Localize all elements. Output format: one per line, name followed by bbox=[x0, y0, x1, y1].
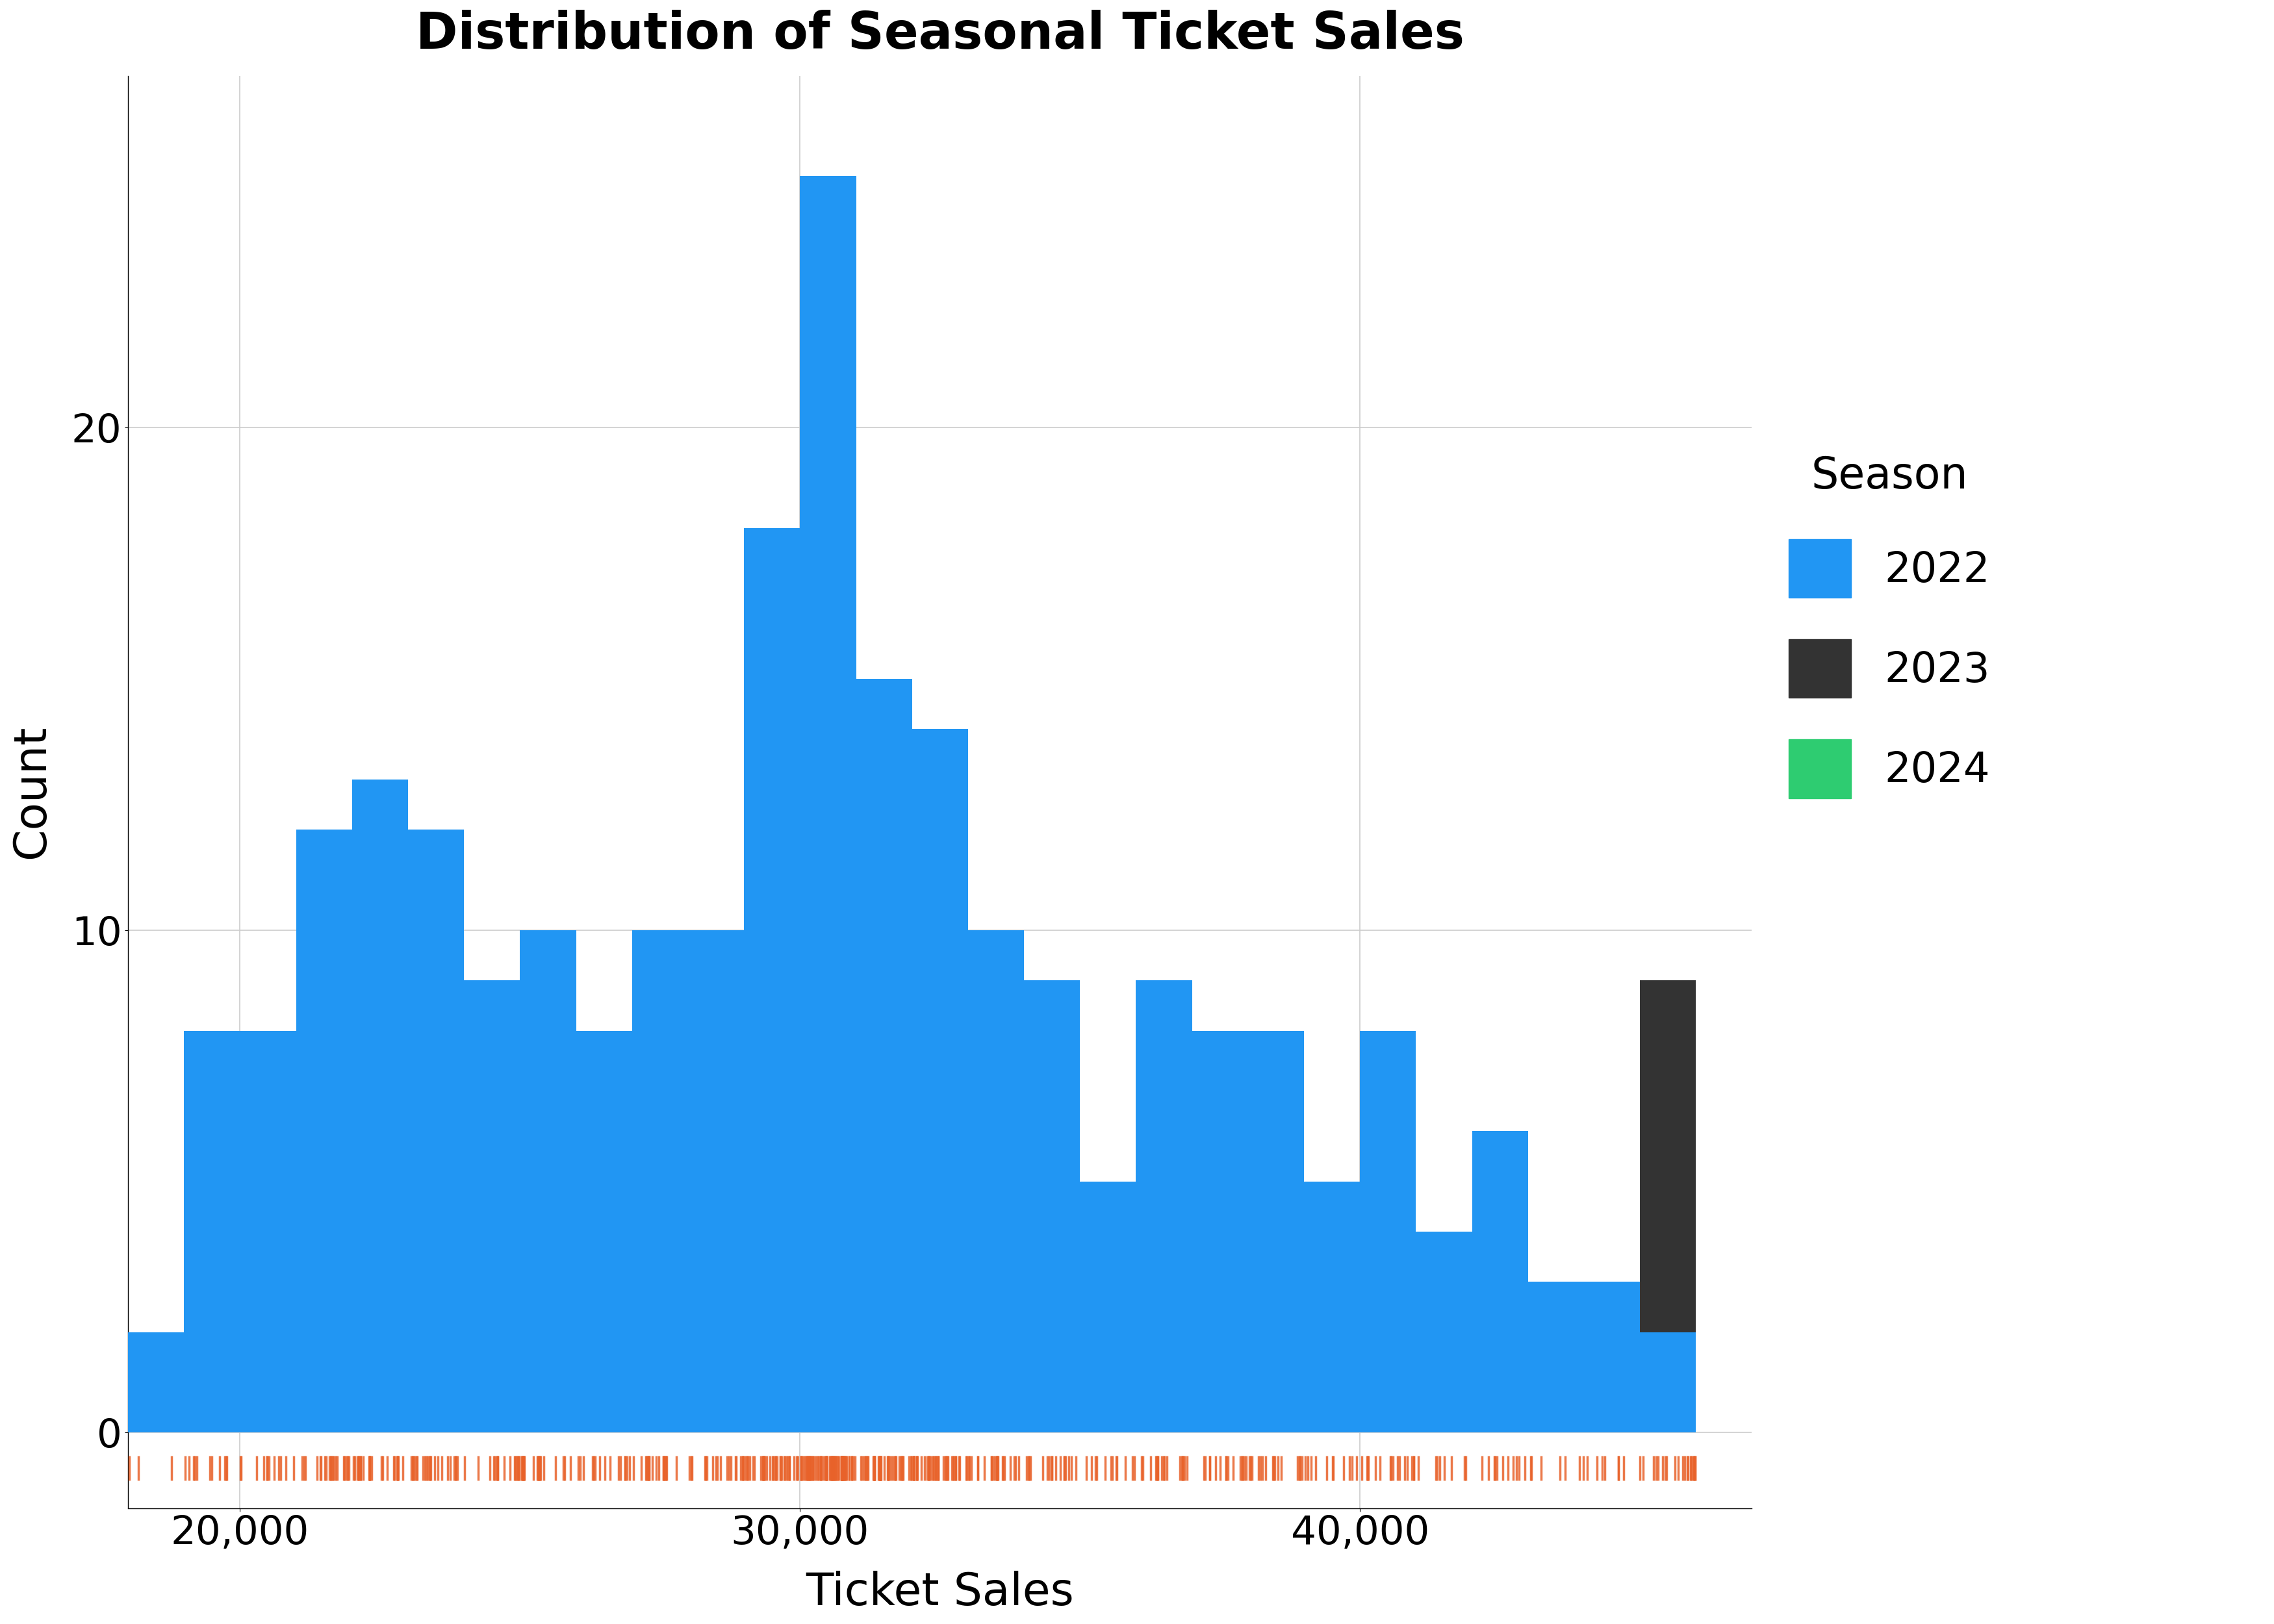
Bar bbox=[689, 1132, 744, 1432]
Bar bbox=[969, 1281, 1023, 1432]
Bar bbox=[241, 1031, 296, 1432]
Bar bbox=[575, 1332, 632, 1432]
Bar bbox=[1360, 1031, 1417, 1432]
Bar bbox=[912, 1031, 969, 1432]
Bar bbox=[1640, 981, 1696, 1432]
Bar bbox=[184, 1281, 241, 1432]
Bar bbox=[464, 981, 521, 1432]
Bar bbox=[1248, 1181, 1303, 1432]
Bar bbox=[352, 1031, 407, 1432]
Bar bbox=[800, 780, 855, 1432]
Bar bbox=[1471, 1332, 1528, 1432]
Bar bbox=[296, 830, 352, 1432]
Bar bbox=[1360, 1181, 1417, 1432]
Bar bbox=[1360, 1281, 1417, 1432]
Bar bbox=[1640, 981, 1696, 1432]
Bar bbox=[855, 880, 912, 1432]
Bar bbox=[1303, 1281, 1360, 1432]
Bar bbox=[1248, 1031, 1303, 1432]
Bar bbox=[800, 276, 855, 1432]
Bar bbox=[1080, 1231, 1137, 1432]
Bar bbox=[1528, 1332, 1585, 1432]
Bar bbox=[1248, 1281, 1303, 1432]
Bar bbox=[1137, 1281, 1192, 1432]
Bar bbox=[352, 1332, 407, 1432]
Bar bbox=[1080, 1281, 1137, 1432]
Bar bbox=[521, 931, 575, 1432]
Bar bbox=[407, 1332, 464, 1432]
Bar bbox=[296, 1031, 352, 1432]
Bar bbox=[1137, 1181, 1192, 1432]
Bar bbox=[1417, 1332, 1471, 1432]
Bar bbox=[1471, 1281, 1528, 1432]
Bar bbox=[352, 780, 407, 1432]
Bar bbox=[521, 1332, 575, 1432]
Bar bbox=[800, 177, 855, 1432]
Bar bbox=[521, 1132, 575, 1432]
Bar bbox=[127, 1332, 184, 1432]
Bar bbox=[632, 931, 689, 1432]
Bar bbox=[1192, 1031, 1248, 1432]
Bar bbox=[1192, 1281, 1248, 1432]
Bar bbox=[184, 1031, 241, 1432]
Bar bbox=[464, 1332, 521, 1432]
Y-axis label: Count: Count bbox=[9, 724, 52, 859]
Bar bbox=[744, 1281, 800, 1432]
Bar bbox=[1585, 1332, 1640, 1432]
Bar bbox=[1528, 1332, 1585, 1432]
Bar bbox=[1585, 1332, 1640, 1432]
Bar bbox=[1080, 1181, 1137, 1432]
Legend: 2022, 2023, 2024: 2022, 2023, 2024 bbox=[1790, 455, 1990, 797]
Bar bbox=[689, 931, 744, 1432]
Bar bbox=[1303, 1181, 1360, 1432]
Bar bbox=[407, 1031, 464, 1432]
Bar bbox=[1417, 1332, 1471, 1432]
Bar bbox=[855, 780, 912, 1432]
Bar bbox=[969, 1031, 1023, 1432]
Bar bbox=[1023, 981, 1080, 1432]
Bar bbox=[1303, 1281, 1360, 1432]
Bar bbox=[127, 1382, 184, 1432]
Bar bbox=[912, 729, 969, 1432]
Bar bbox=[241, 1231, 296, 1432]
Bar bbox=[1640, 1332, 1696, 1432]
Bar bbox=[1585, 1281, 1640, 1432]
Bar bbox=[464, 1181, 521, 1432]
Bar bbox=[1023, 1281, 1080, 1432]
Bar bbox=[1528, 1281, 1585, 1432]
Bar bbox=[744, 880, 800, 1432]
Bar bbox=[744, 528, 800, 1432]
Bar bbox=[689, 1332, 744, 1432]
X-axis label: Ticket Sales: Ticket Sales bbox=[805, 1570, 1073, 1614]
Bar bbox=[1137, 981, 1192, 1432]
Bar bbox=[1023, 1181, 1080, 1432]
Bar bbox=[969, 931, 1023, 1432]
Bar bbox=[912, 780, 969, 1432]
Bar bbox=[407, 830, 464, 1432]
Bar bbox=[632, 1332, 689, 1432]
Bar bbox=[1417, 1231, 1471, 1432]
Title: Distribution of Seasonal Ticket Sales: Distribution of Seasonal Ticket Sales bbox=[416, 10, 1464, 58]
Bar bbox=[1192, 1231, 1248, 1432]
Bar bbox=[575, 1031, 632, 1432]
Bar bbox=[855, 679, 912, 1432]
Bar bbox=[575, 1181, 632, 1432]
Bar bbox=[1471, 1132, 1528, 1432]
Bar bbox=[632, 1132, 689, 1432]
